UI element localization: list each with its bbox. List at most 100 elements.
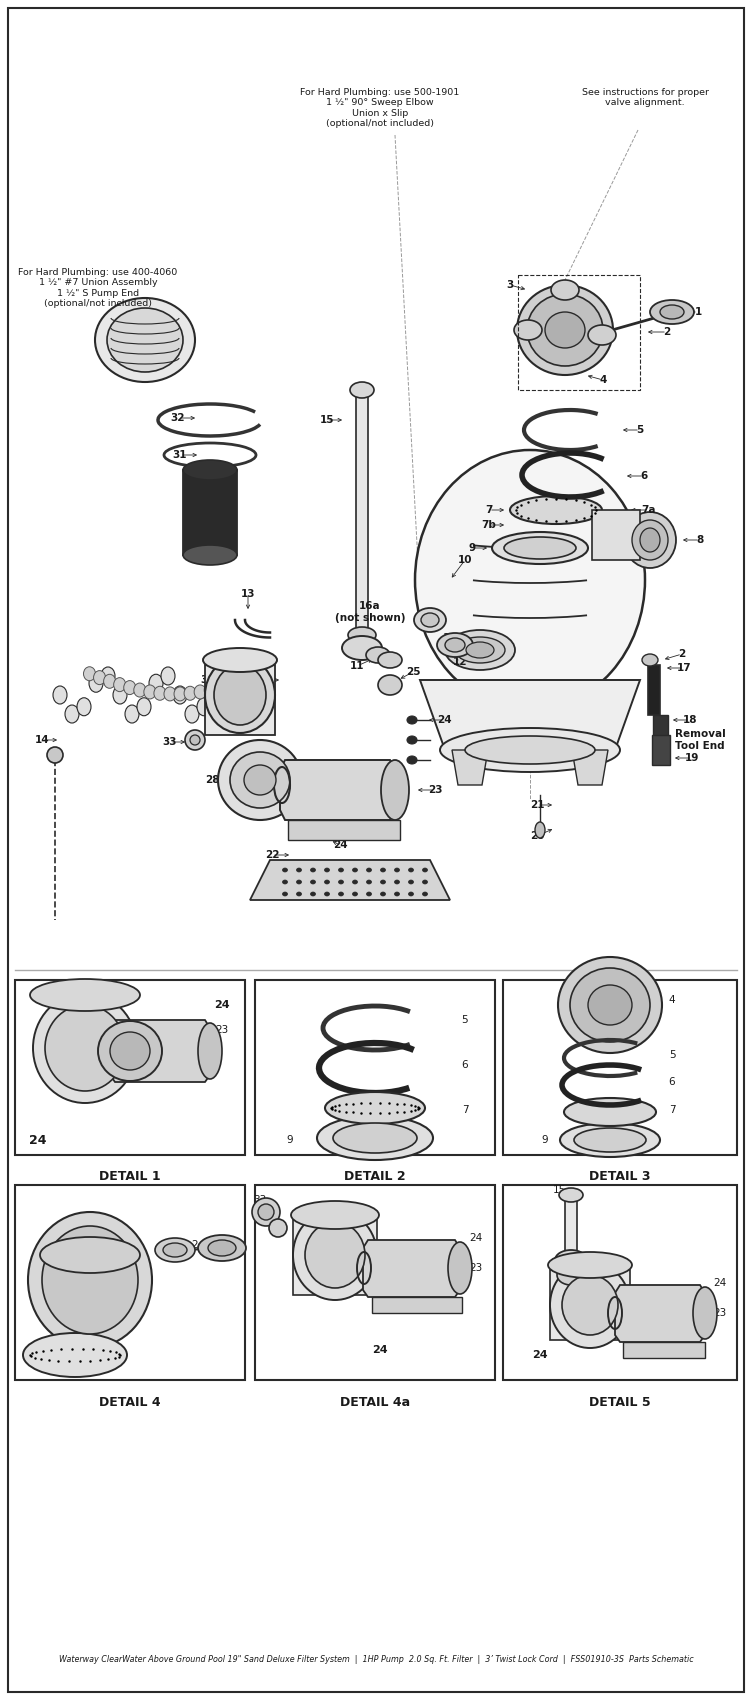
- Text: 25: 25: [406, 666, 420, 677]
- Text: 2: 2: [663, 326, 671, 337]
- Text: 7: 7: [669, 1105, 675, 1115]
- Text: 5: 5: [669, 1051, 675, 1061]
- Ellipse shape: [183, 546, 237, 564]
- Text: DETAIL 3: DETAIL 3: [590, 1171, 650, 1183]
- Ellipse shape: [30, 979, 140, 1012]
- Ellipse shape: [562, 1275, 618, 1334]
- Ellipse shape: [224, 678, 236, 692]
- Ellipse shape: [161, 666, 175, 685]
- Ellipse shape: [104, 675, 116, 688]
- Bar: [592, 510, 640, 559]
- Ellipse shape: [366, 869, 371, 872]
- Ellipse shape: [208, 1239, 236, 1256]
- Text: 5: 5: [636, 425, 644, 435]
- Text: For Hard Plumbing: use 500-1901
1 ½" 90° Sweep Elbow
Union x Slip
(optional/not : For Hard Plumbing: use 500-1901 1 ½" 90°…: [300, 88, 459, 128]
- Text: 15: 15: [320, 415, 334, 425]
- Ellipse shape: [83, 666, 96, 680]
- Text: 6: 6: [641, 471, 647, 481]
- Ellipse shape: [218, 740, 302, 819]
- Ellipse shape: [144, 685, 156, 699]
- Bar: [550, 1270, 630, 1340]
- Ellipse shape: [125, 706, 139, 722]
- Ellipse shape: [693, 1287, 717, 1340]
- Ellipse shape: [164, 687, 176, 700]
- Ellipse shape: [98, 1022, 162, 1081]
- Text: 18: 18: [683, 716, 697, 724]
- Ellipse shape: [190, 734, 200, 745]
- Text: DETAIL 4: DETAIL 4: [99, 1396, 161, 1409]
- Text: For Hard Plumbing: use 400-4060
1 ½" #7 Union Assembly
1 ½" S Pump End
(optional: For Hard Plumbing: use 400-4060 1 ½" #7 …: [18, 269, 177, 308]
- Ellipse shape: [407, 736, 417, 745]
- Ellipse shape: [650, 299, 694, 325]
- Text: DETAIL 2: DETAIL 2: [344, 1171, 406, 1183]
- Ellipse shape: [205, 683, 217, 697]
- Ellipse shape: [395, 881, 399, 884]
- Text: 1: 1: [694, 308, 702, 316]
- Ellipse shape: [381, 760, 409, 819]
- Ellipse shape: [455, 638, 505, 663]
- Ellipse shape: [632, 520, 668, 559]
- Text: 11: 11: [350, 661, 364, 672]
- Bar: [288, 819, 400, 840]
- Ellipse shape: [45, 1005, 125, 1091]
- Ellipse shape: [325, 881, 329, 884]
- Ellipse shape: [65, 706, 79, 722]
- Bar: [653, 716, 668, 740]
- Ellipse shape: [305, 1222, 365, 1289]
- Text: 4: 4: [102, 1350, 108, 1360]
- Ellipse shape: [183, 461, 237, 479]
- Text: 13: 13: [241, 588, 255, 598]
- Bar: [372, 1297, 462, 1312]
- Bar: [15, 1185, 245, 1380]
- Text: 31: 31: [173, 450, 187, 461]
- Ellipse shape: [574, 1129, 646, 1153]
- Ellipse shape: [23, 1333, 127, 1377]
- Ellipse shape: [244, 765, 276, 796]
- Ellipse shape: [124, 680, 135, 695]
- Text: 7a: 7a: [641, 505, 655, 515]
- Text: 16a
(not shown): 16a (not shown): [335, 602, 405, 622]
- Text: 2: 2: [192, 1239, 199, 1250]
- Text: 9: 9: [287, 1136, 293, 1146]
- Ellipse shape: [28, 1212, 152, 1348]
- Ellipse shape: [408, 892, 414, 896]
- Ellipse shape: [504, 537, 576, 559]
- Ellipse shape: [163, 1243, 187, 1256]
- Text: 7: 7: [485, 505, 493, 515]
- Ellipse shape: [42, 1226, 138, 1335]
- Text: 6: 6: [462, 1061, 468, 1069]
- Ellipse shape: [381, 869, 386, 872]
- Bar: [183, 469, 237, 554]
- Ellipse shape: [311, 881, 316, 884]
- Ellipse shape: [325, 1091, 425, 1124]
- Ellipse shape: [423, 892, 427, 896]
- Ellipse shape: [296, 892, 302, 896]
- Ellipse shape: [555, 1250, 587, 1270]
- Ellipse shape: [311, 869, 316, 872]
- Ellipse shape: [194, 685, 206, 699]
- Ellipse shape: [244, 670, 256, 685]
- Ellipse shape: [254, 666, 266, 680]
- Ellipse shape: [353, 881, 357, 884]
- Ellipse shape: [560, 1124, 660, 1158]
- Ellipse shape: [570, 967, 650, 1042]
- Ellipse shape: [545, 313, 585, 348]
- Ellipse shape: [33, 993, 137, 1103]
- Ellipse shape: [407, 716, 417, 724]
- Ellipse shape: [198, 1234, 246, 1261]
- Ellipse shape: [291, 1200, 379, 1229]
- Text: 28: 28: [205, 775, 220, 785]
- Ellipse shape: [235, 675, 247, 688]
- Text: 1: 1: [229, 1238, 235, 1248]
- Ellipse shape: [77, 697, 91, 716]
- Bar: [648, 665, 660, 716]
- Ellipse shape: [466, 643, 494, 658]
- Text: DETAIL 4a: DETAIL 4a: [340, 1396, 410, 1409]
- Text: 17: 17: [677, 663, 691, 673]
- Text: Waterway ClearWater Above Ground Pool 19" Sand Deluxe Filter System  |  1HP Pump: Waterway ClearWater Above Ground Pool 19…: [59, 1656, 693, 1664]
- Bar: [293, 1221, 377, 1295]
- Text: 29: 29: [257, 675, 271, 685]
- Ellipse shape: [137, 697, 151, 716]
- Text: 16: 16: [443, 632, 457, 643]
- Text: 4: 4: [669, 994, 675, 1005]
